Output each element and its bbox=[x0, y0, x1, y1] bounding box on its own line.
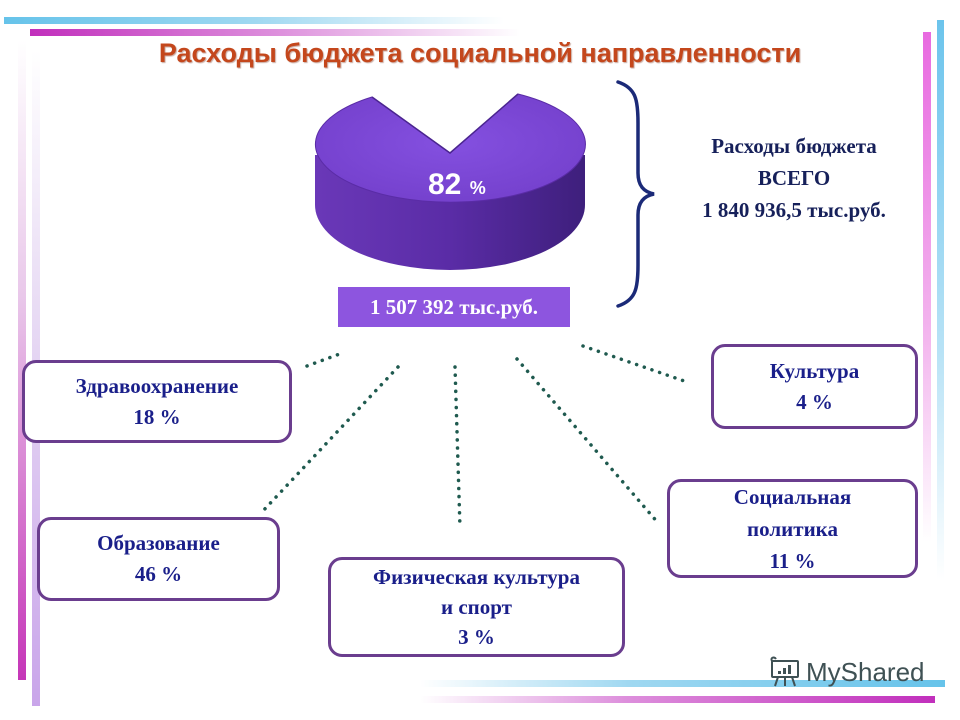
category-share: 4 % bbox=[796, 389, 833, 414]
presentation-chart-icon bbox=[770, 656, 799, 687]
decor-bar-left-magenta bbox=[18, 40, 26, 680]
decor-bar-top-magenta bbox=[30, 29, 520, 36]
watermark-text: MyShared bbox=[806, 656, 925, 687]
slide-title: Расходы бюджета социальной направленност… bbox=[158, 38, 802, 68]
summary-line-1: Расходы бюджета bbox=[711, 134, 877, 158]
summary-line-2: ВСЕГО bbox=[757, 166, 831, 190]
category-share: 18 % bbox=[133, 404, 181, 429]
category-name: Социальная bbox=[733, 484, 852, 509]
curly-brace-icon bbox=[616, 80, 655, 308]
decor-bar-bottom-blue bbox=[420, 680, 945, 687]
decor-bar-right-blue bbox=[937, 20, 944, 580]
pie-unit: % bbox=[469, 178, 486, 198]
summary-total-amount: 1 840 936,5 тыс.руб. bbox=[702, 198, 886, 222]
social-amount-box: 1 507 392 тыс.руб. bbox=[338, 287, 570, 327]
category-name: Здравоохранение bbox=[75, 373, 239, 398]
category-card-sport: Физическая культура и спорт 3 % bbox=[328, 557, 625, 657]
decor-bar-bottom-magenta bbox=[420, 696, 935, 703]
category-share: 3 % bbox=[458, 625, 495, 649]
category-card-social-policy: Социальная политика 11 % bbox=[667, 479, 918, 578]
pie-percent-label: 82 % bbox=[428, 168, 486, 202]
category-name: Культура bbox=[769, 358, 860, 383]
category-share: 46 % bbox=[134, 562, 183, 586]
category-card-education: Образование 46 % bbox=[37, 517, 280, 601]
category-name: Образование bbox=[97, 531, 220, 555]
pie-value: 82 bbox=[428, 168, 462, 201]
category-name-line-2: политика bbox=[747, 516, 838, 541]
decor-bar-right-magenta bbox=[923, 32, 931, 542]
budget-summary: Расходы бюджета ВСЕГО 1 840 936,5 тыс.ру… bbox=[664, 130, 924, 226]
category-card-culture: Культура 4 % bbox=[711, 344, 918, 429]
watermark: MyShared bbox=[768, 655, 925, 689]
decor-bar-top-blue bbox=[4, 17, 504, 24]
category-name: Физическая культура bbox=[373, 565, 580, 589]
pie-chart-3d bbox=[314, 93, 586, 270]
category-name-line-2: и спорт bbox=[441, 595, 512, 619]
category-share: 11 % bbox=[769, 548, 816, 573]
category-card-healthcare: Здравоохранение 18 % bbox=[22, 360, 292, 443]
